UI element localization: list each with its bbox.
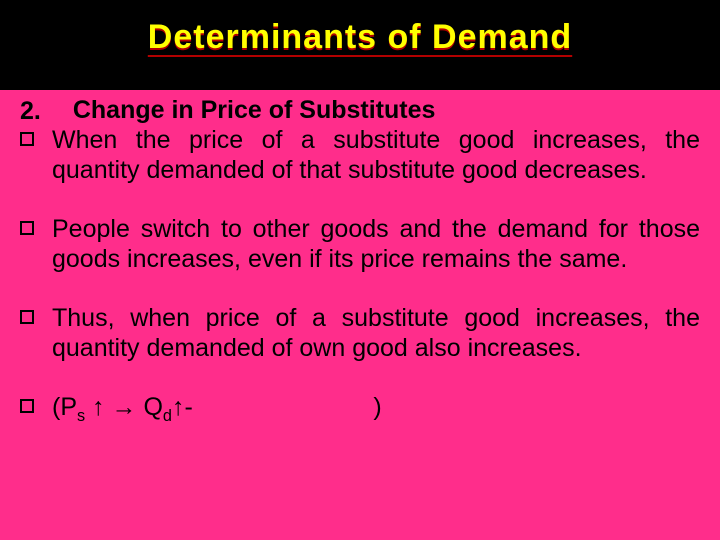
bullet-icon	[20, 393, 52, 418]
formula-sub2: d	[163, 407, 172, 425]
bullet-text: People switch to other goods and the dem…	[52, 215, 700, 274]
bullet-row: Thus, when price of a substitute good in…	[20, 304, 700, 363]
slide: Determinants of Demand 2. Change in Pric…	[0, 0, 720, 540]
item-heading-text: Change in Price of Substitutes	[73, 96, 436, 124]
formula-mid1: ↑ → Q	[85, 393, 163, 421]
formula-gap	[193, 393, 374, 421]
item-number: 2.	[20, 96, 52, 126]
item-heading: Change in Price of Substitutes	[52, 96, 700, 126]
slide-title: Determinants of Demand	[0, 18, 720, 57]
formula-prefix: (P	[52, 393, 77, 421]
bullet-text: Thus, when price of a substitute good in…	[52, 304, 700, 363]
bullet-icon	[20, 126, 52, 151]
formula-tail: )	[373, 393, 381, 421]
numbered-heading-row: 2. Change in Price of Substitutes	[20, 96, 700, 126]
bullet-row: When the price of a substitute good incr…	[20, 126, 700, 185]
bullet-icon	[20, 215, 52, 240]
formula-sub1: s	[77, 407, 85, 425]
bullet-icon	[20, 304, 52, 329]
slide-title-text: Determinants of Demand	[148, 18, 572, 56]
bullet-text: When the price of a substitute good incr…	[52, 126, 700, 185]
content-area: 2. Change in Price of Substitutes When t…	[20, 96, 700, 453]
formula-text: (Ps ↑ → Qd↑- )	[52, 393, 700, 423]
formula-mid2: ↑-	[172, 393, 193, 421]
bullet-row: (Ps ↑ → Qd↑- )	[20, 393, 700, 423]
bullet-row: People switch to other goods and the dem…	[20, 215, 700, 274]
